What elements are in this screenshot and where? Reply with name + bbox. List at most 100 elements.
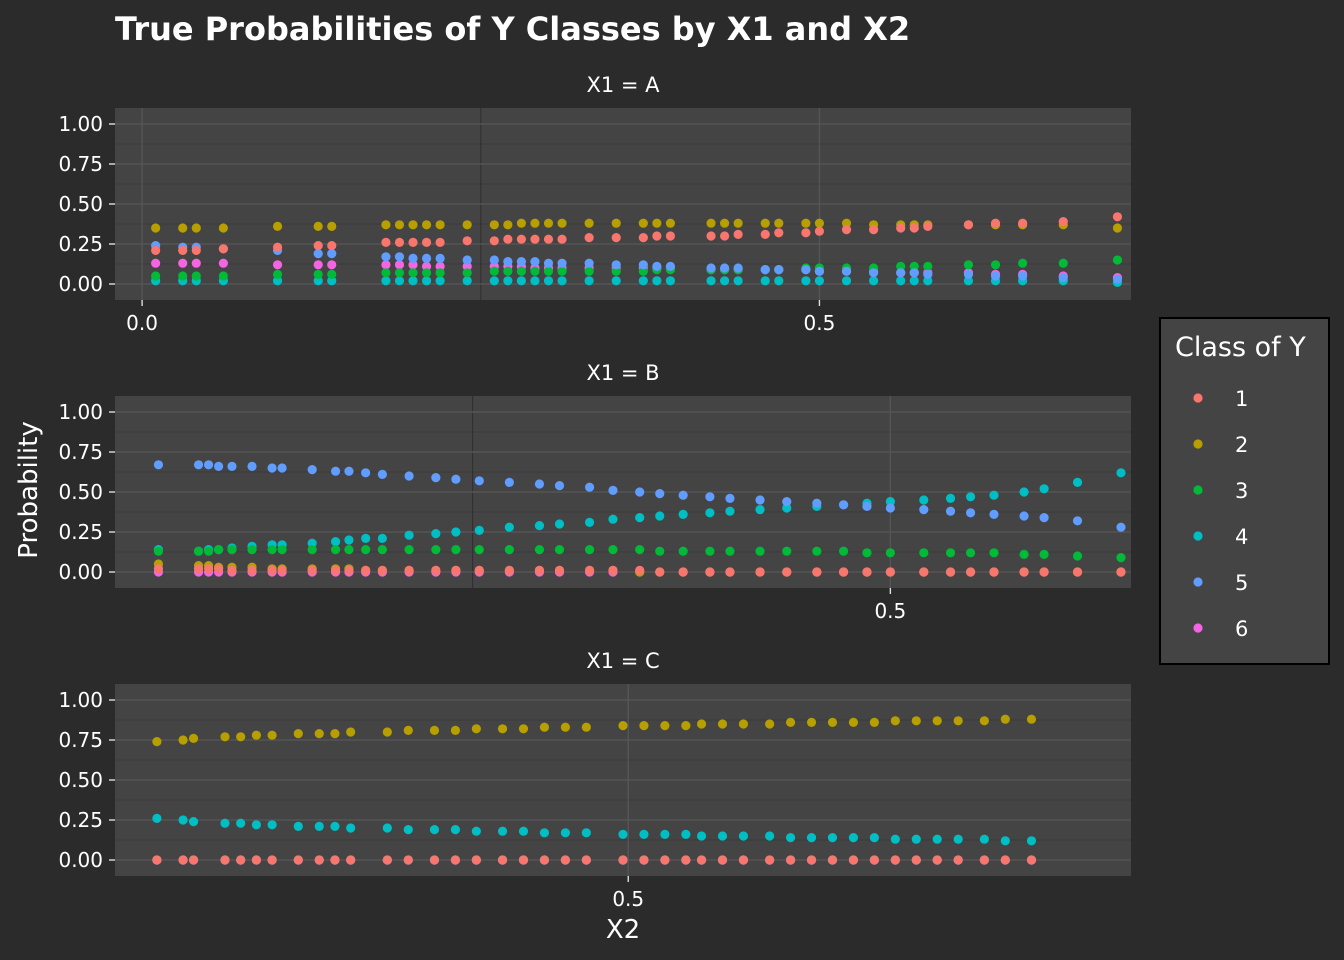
data-point-class-5 [665, 261, 676, 271]
data-point-class-1 [408, 237, 418, 247]
data-point-class-1 [429, 855, 440, 865]
data-point-class-4 [381, 276, 391, 286]
data-point-class-4 [518, 826, 529, 836]
data-point-class-2 [733, 218, 743, 228]
data-point-class-5 [919, 505, 929, 515]
data-point-class-5 [706, 263, 716, 273]
data-point-class-3 [203, 546, 214, 556]
data-point-class-2 [696, 719, 707, 729]
data-point-class-2 [706, 218, 716, 228]
y-tick-label: 0.25 [58, 808, 103, 832]
data-point-class-3 [404, 545, 414, 555]
data-point-class-4 [963, 276, 974, 286]
data-point-class-1 [227, 565, 237, 576]
y-tick-label: 0.50 [58, 768, 103, 792]
legend-box [1159, 317, 1330, 665]
data-point-class-1 [638, 233, 648, 243]
data-point-class-3 [489, 266, 499, 276]
data-point-class-2 [979, 716, 989, 726]
data-point-class-1 [381, 237, 391, 247]
data-point-class-4 [236, 818, 246, 828]
data-point-class-3 [1112, 255, 1123, 265]
data-point-class-1 [534, 565, 545, 576]
data-point-class-2 [717, 719, 728, 729]
data-point-class-3 [919, 548, 929, 558]
data-point-class-3 [557, 266, 567, 276]
data-point-class-3 [655, 546, 665, 556]
data-point-class-2 [188, 733, 199, 744]
data-point-class-4 [471, 826, 481, 836]
data-point-class-4 [394, 276, 405, 286]
data-point-class-4 [841, 276, 852, 286]
data-point-class-1 [841, 225, 852, 235]
data-point-class-4 [474, 525, 484, 536]
data-point-class-1 [497, 855, 508, 865]
data-point-class-1 [1019, 567, 1029, 577]
data-point-class-3 [543, 266, 554, 276]
data-point-class-2 [530, 218, 540, 228]
data-point-class-1 [890, 855, 900, 865]
data-point-class-4 [516, 276, 527, 286]
data-point-class-6 [435, 261, 445, 271]
data-point-class-1 [543, 234, 554, 244]
panel-1: X1 = A 1.00 0.75 0.50 0.25 0.00 0.0 0.5 [58, 73, 1131, 335]
data-point-class-4 [665, 276, 676, 286]
facet-strip-label: X1 = A [586, 73, 660, 97]
data-point-class-6 [421, 261, 432, 271]
data-point-class-1 [705, 567, 715, 577]
data-point-class-5 [841, 266, 852, 276]
data-point-class-1 [489, 236, 499, 246]
data-point-class-3 [421, 268, 432, 278]
data-point-class-1 [989, 567, 999, 577]
data-point-class-3 [638, 266, 648, 276]
data-point-class-3 [462, 268, 472, 278]
chart-title: True Probabilities of Y Classes by X1 an… [115, 10, 910, 48]
data-point-class-4 [1000, 836, 1010, 846]
data-point-class-1 [277, 565, 287, 576]
data-point-class-1 [738, 855, 749, 865]
y-axis-title: Probability [14, 421, 44, 558]
legend-label-6: 6 [1235, 617, 1248, 641]
data-point-class-3 [782, 546, 792, 556]
data-point-class-5 [451, 474, 461, 484]
data-point-class-4 [178, 815, 188, 825]
data-point-class-2 [178, 735, 188, 745]
data-point-class-3 [474, 545, 484, 555]
data-point-class-1 [272, 242, 283, 252]
data-point-class-1 [504, 565, 514, 576]
data-point-class-4 [327, 276, 337, 286]
points [153, 460, 1126, 577]
data-point-class-4 [681, 829, 691, 840]
data-point-class-2 [497, 724, 508, 734]
data-point-class-5 [611, 260, 621, 270]
data-point-class-1 [584, 565, 595, 576]
data-point-class-5 [965, 508, 976, 518]
data-point-class-1 [584, 233, 594, 243]
data-point-class-5 [307, 465, 317, 475]
data-point-class-5 [869, 268, 879, 278]
data-point-class-4 [152, 813, 162, 824]
legend-items: 1 2 3 4 5 6 [1193, 387, 1248, 641]
data-point-class-3 [272, 269, 283, 279]
data-point-class-1 [635, 565, 645, 576]
data-point-class-3 [277, 545, 287, 555]
data-point-class-4 [581, 828, 591, 838]
data-point-class-4 [705, 508, 715, 518]
legend-key-2 [1193, 439, 1203, 449]
data-point-class-3 [381, 268, 391, 278]
data-point-class-1 [990, 218, 1001, 228]
data-point-class-1 [885, 567, 895, 577]
data-point-class-1 [979, 855, 989, 865]
data-point-class-2 [489, 220, 499, 230]
data-point-class-6 [462, 261, 472, 271]
data-point-class-3 [1019, 549, 1029, 560]
data-point-class-1 [806, 855, 817, 865]
data-point-class-4 [534, 521, 545, 531]
data-point-class-5 [801, 265, 811, 275]
data-point-class-5 [504, 477, 514, 487]
data-point-class-3 [151, 271, 161, 281]
data-point-class-5 [1058, 273, 1068, 283]
data-point-class-5 [814, 266, 825, 276]
data-point-class-4 [554, 519, 565, 529]
data-point-class-2 [178, 223, 188, 233]
